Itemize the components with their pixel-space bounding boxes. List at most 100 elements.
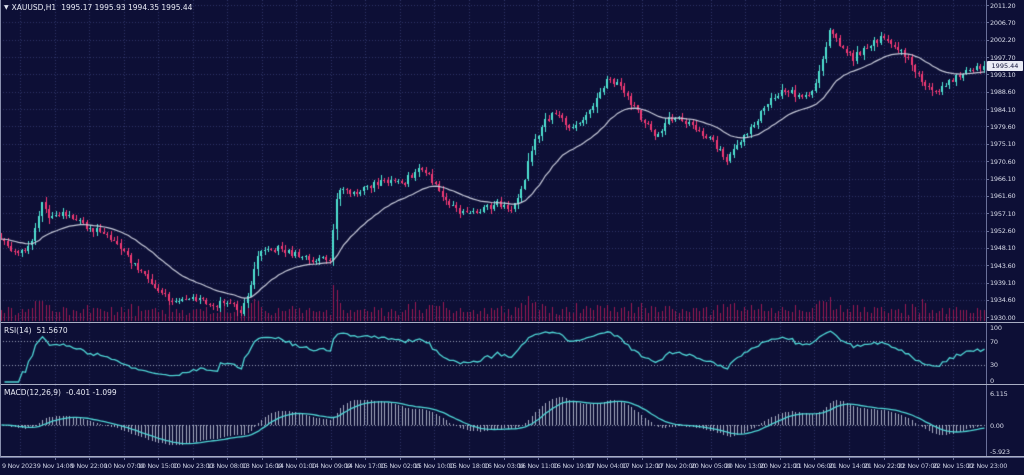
rsi-axis-label: 30 bbox=[990, 361, 998, 370]
price-label: 1966.10 bbox=[990, 175, 1016, 183]
macd-pane-canvas[interactable] bbox=[0, 385, 986, 456]
price-axis[interactable]: 2011.20 2006.70 2002.20 1997.70 1993.10 1988.… bbox=[986, 0, 1024, 457]
pane-divider[interactable] bbox=[0, 384, 1024, 385]
macd-axis-label: 0.00 bbox=[990, 421, 1004, 430]
rsi-label: RSI(14) bbox=[4, 326, 32, 335]
time-label: 13 Nov 16:00 bbox=[241, 462, 283, 470]
ohlc-values: 1995.17 1995.93 1994.35 1995.44 bbox=[61, 3, 193, 12]
time-label: 16 Nov 11:00 bbox=[517, 462, 559, 470]
macd-header: MACD(12,26,9) -0.401 -1.099 bbox=[4, 388, 117, 397]
rsi-axis-label: 0 bbox=[990, 377, 994, 385]
time-label: 14 Nov 17:00 bbox=[344, 462, 386, 470]
window-left-border bbox=[0, 0, 1, 457]
time-label: 10 Nov 23:00 bbox=[172, 462, 214, 470]
price-label: 2006.70 bbox=[990, 18, 1016, 27]
rsi-header: RSI(14) 51.5670 bbox=[4, 326, 68, 335]
time-tick bbox=[296, 458, 297, 460]
time-tick bbox=[504, 458, 505, 460]
time-tick bbox=[193, 458, 194, 460]
pane-divider bbox=[0, 456, 1024, 457]
pane-divider[interactable] bbox=[0, 322, 1024, 323]
price-tick bbox=[987, 283, 989, 284]
time-label: 16 Nov 03:00 bbox=[483, 462, 525, 470]
time-tick bbox=[884, 458, 885, 460]
time-tick bbox=[711, 458, 712, 460]
time-label: 22 Nov 07:00 bbox=[897, 462, 939, 470]
time-label: 14 Nov 01:00 bbox=[275, 462, 317, 470]
price-tick bbox=[987, 5, 989, 6]
price-label: 1957.10 bbox=[990, 209, 1016, 218]
time-tick bbox=[227, 458, 228, 460]
main-chart-canvas[interactable] bbox=[0, 0, 986, 323]
time-label: 20 Nov 05:00 bbox=[690, 462, 732, 470]
price-tick bbox=[987, 213, 989, 214]
time-tick bbox=[400, 458, 401, 460]
time-tick bbox=[469, 458, 470, 460]
symbol-header: ▼ XAUUSD,H1 1995.17 1995.93 1994.35 1995.4… bbox=[4, 3, 192, 12]
current-price-tag: 1995.44 bbox=[987, 61, 1023, 71]
rsi-axis-label: 100 bbox=[990, 324, 1002, 332]
rsi-value: 51.5670 bbox=[36, 326, 68, 335]
price-tick bbox=[987, 22, 989, 23]
macd-label: MACD(12,26,9) bbox=[4, 388, 61, 397]
time-tick bbox=[434, 458, 435, 460]
price-tick bbox=[987, 179, 989, 180]
time-label: 15 Nov 18:00 bbox=[448, 462, 490, 470]
price-tick bbox=[987, 109, 989, 110]
time-tick bbox=[676, 458, 677, 460]
price-label: 1961.60 bbox=[990, 192, 1016, 201]
time-tick bbox=[124, 458, 125, 460]
time-label: 21 Nov 22:00 bbox=[863, 462, 905, 470]
price-tick bbox=[987, 161, 989, 162]
price-tick bbox=[987, 231, 989, 232]
time-tick bbox=[55, 458, 56, 460]
time-tick bbox=[573, 458, 574, 460]
price-label: 1930.00 bbox=[990, 313, 1016, 322]
symbol-label: XAUUSD,H1 bbox=[11, 3, 57, 12]
price-label: 1975.10 bbox=[990, 140, 1016, 149]
time-tick bbox=[780, 458, 781, 460]
dropdown-marker-icon[interactable]: ▼ bbox=[4, 4, 9, 11]
time-label: 9 Nov 2023 bbox=[2, 462, 37, 470]
time-label: 10 Nov 15:00 bbox=[137, 462, 179, 470]
time-label: 15 Nov 10:00 bbox=[413, 462, 455, 470]
time-label: 13 Nov 08:00 bbox=[206, 462, 248, 470]
time-label: 14 Nov 09:00 bbox=[310, 462, 352, 470]
time-tick bbox=[262, 458, 263, 460]
time-label: 20 Nov 21:00 bbox=[759, 462, 801, 470]
price-tick bbox=[987, 248, 989, 249]
time-tick bbox=[814, 458, 815, 460]
time-label: 15 Nov 02:00 bbox=[379, 462, 421, 470]
time-label: 22 Nov 23:00 bbox=[966, 462, 1008, 470]
price-label: 1984.10 bbox=[990, 105, 1016, 114]
price-label: 2002.20 bbox=[990, 36, 1016, 45]
rsi-pane-canvas[interactable] bbox=[0, 323, 986, 384]
time-label: 9 Nov 14:00 bbox=[36, 462, 74, 470]
price-tick bbox=[987, 317, 989, 318]
price-tick bbox=[987, 265, 989, 266]
time-tick bbox=[89, 458, 90, 460]
price-label: 2011.20 bbox=[990, 1, 1016, 10]
price-label: 1993.10 bbox=[990, 70, 1016, 79]
time-label: 9 Nov 22:00 bbox=[70, 462, 108, 470]
time-axis[interactable]: 9 Nov 2023 9 Nov 14:00 9 Nov 22:00 10 Nov 0… bbox=[0, 457, 1024, 475]
price-tick bbox=[987, 74, 989, 75]
time-tick bbox=[849, 458, 850, 460]
price-tick bbox=[987, 126, 989, 127]
price-tick bbox=[987, 196, 989, 197]
price-label: 1988.60 bbox=[990, 88, 1016, 97]
time-tick bbox=[607, 458, 608, 460]
time-label: 17 Nov 20:00 bbox=[655, 462, 697, 470]
time-tick bbox=[331, 458, 332, 460]
price-label: 1979.60 bbox=[990, 122, 1016, 131]
time-tick bbox=[158, 458, 159, 460]
time-label: 21 Nov 14:00 bbox=[828, 462, 870, 470]
price-tick bbox=[987, 300, 989, 301]
price-tick bbox=[987, 57, 989, 58]
time-tick bbox=[745, 458, 746, 460]
price-label: 1948.10 bbox=[990, 244, 1016, 253]
price-label: 1939.10 bbox=[990, 279, 1016, 288]
time-label: 17 Nov 04:00 bbox=[586, 462, 628, 470]
macd-axis-label: -5.923 bbox=[990, 447, 1010, 456]
price-label: 1934.60 bbox=[990, 296, 1016, 305]
